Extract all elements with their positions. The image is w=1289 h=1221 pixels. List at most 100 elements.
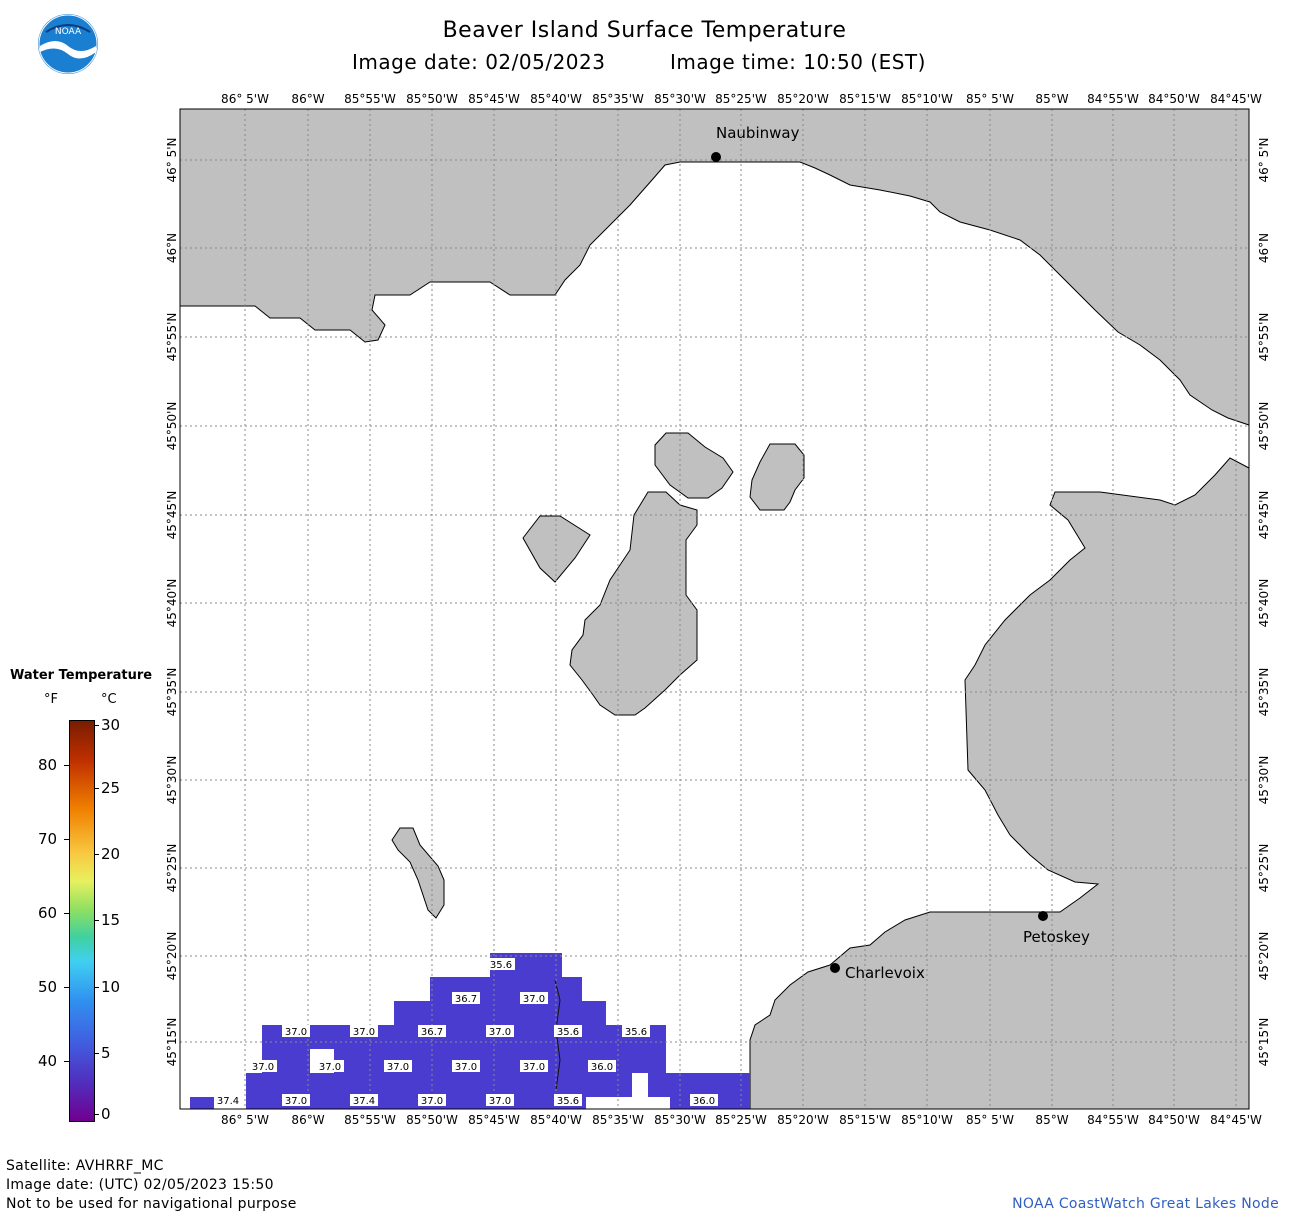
longitude-label: 85°55'W [344,1113,396,1127]
longitude-label: 86°W [291,92,325,106]
longitude-label: 85°50'W [406,92,458,106]
image-time: Image time: 10:50 (EST) [670,50,926,74]
charlevoix-label: Charlevoix [845,964,925,982]
longitude-label: 85°50'W [406,1113,458,1127]
temperature-label: 37.0 [316,1060,344,1073]
longitude-label: 85°30'W [654,92,706,106]
longitude-label: 85°30'W [654,1113,706,1127]
temperature-label: 37.4 [214,1094,242,1107]
svg-text:37.0: 37.0 [523,1062,545,1073]
latitude-label: 45°15'N [165,1017,179,1067]
latitude-label: 45°35'N [165,667,179,717]
svg-text:37.0: 37.0 [252,1062,274,1073]
temperature-label: 37.0 [384,1060,412,1073]
longitude-label: 85°15'W [839,1113,891,1127]
longitude-label: 86° 5'W [221,1113,269,1127]
longitude-label: 86° 5'W [221,92,269,106]
longitude-label: 84°55'W [1087,1113,1139,1127]
longitude-label: 85°20'W [777,92,829,106]
latitude-label: 45°40'N [165,578,179,628]
longitude-label: 85°35'W [592,1113,644,1127]
legend-title: Water Temperature [10,668,153,683]
temperature-label: 37.4 [350,1094,378,1107]
legend-c-tick: 25 [101,779,121,797]
graticule [180,109,1249,1109]
legend-unit-f: °F [44,692,58,707]
petoskey-marker [1038,911,1048,921]
longitude-label: 85°25'W [715,1113,767,1127]
footer-satellite: Satellite: AVHRRF_MC [6,1158,164,1174]
temperature-label: 36.7 [418,1025,446,1038]
temperature-label: 37.0 [282,1025,310,1038]
temperature-label: 37.0 [486,1094,514,1107]
latitude-label: 46° 5'N [1257,137,1271,183]
svg-text:37.4: 37.4 [217,1096,239,1107]
svg-text:37.0: 37.0 [353,1027,375,1038]
temperature-label: 35.6 [487,958,515,971]
latitude-label: 45°30'N [165,755,179,805]
longitude-label: 85°10'W [901,1113,953,1127]
temperature-label: 37.0 [452,1060,480,1073]
image-date: Image date: 02/05/2023 [352,50,606,74]
temperature-label: 37.0 [249,1060,277,1073]
footer-credit[interactable]: NOAA CoastWatch Great Lakes Node [1012,1196,1279,1212]
longitude-label: 85°45'W [468,1113,520,1127]
longitude-label: 85°25'W [715,92,767,106]
latitude-label: 45°30'N [1257,755,1271,805]
svg-text:37.0: 37.0 [319,1062,341,1073]
svg-text:37.0: 37.0 [421,1096,443,1107]
svg-text:37.0: 37.0 [387,1062,409,1073]
svg-text:37.0: 37.0 [523,994,545,1005]
page-title: Beaver Island Surface Temperature [442,18,847,43]
temperature-label: 36.0 [690,1094,718,1107]
latitude-label: 45°45'N [1257,490,1271,540]
longitude-label: 84°45'W [1210,1113,1262,1127]
svg-text:35.6: 35.6 [557,1027,579,1038]
latitude-label: 45°15'N [1257,1017,1271,1067]
beaver-island [569,491,698,716]
temperature-label: 37.0 [520,992,548,1005]
svg-text:37.0: 37.0 [489,1027,511,1038]
longitude-label: 85°15'W [839,92,891,106]
legend-colorbar [69,720,95,1122]
latitude-label: 45°25'N [165,843,179,893]
temperature-label: 37.0 [350,1025,378,1038]
latitude-label: 45°20'N [165,931,179,981]
longitude-label: 85° 5'W [966,1113,1014,1127]
legend-f-tick: 80 [38,756,58,774]
temperature-label: 35.6 [554,1094,582,1107]
svg-text:35.6: 35.6 [490,960,512,971]
longitude-label: 85°W [1035,1113,1069,1127]
land-upper-peninsula [179,108,1250,426]
naubinway-marker [711,152,721,162]
legend-c-tick: 5 [101,1044,111,1062]
latitude-label: 45°55'N [1257,312,1271,362]
garden-island [654,432,734,499]
hog-island [749,443,805,511]
gull-island [391,827,445,919]
legend-c-tick: 15 [101,911,121,929]
svg-text:37.0: 37.0 [285,1027,307,1038]
temperature-labels: 35.6 36.7 37.0 37.0 37.0 36.7 37.0 35.6 35.6 37.0… [214,958,718,1107]
longitude-label: 86°W [291,1113,325,1127]
noaa-logo: NOAA [36,12,100,76]
temperature-label: 36.0 [588,1060,616,1073]
svg-text:37.0: 37.0 [489,1096,511,1107]
svg-text:36.0: 36.0 [693,1096,715,1107]
latitude-label: 46°N [1257,232,1271,264]
legend-c-tick: 0 [101,1105,111,1123]
naubinway-label: Naubinway [716,124,800,142]
legend-c-tick: 10 [101,978,121,996]
latitude-label: 45°40'N [1257,578,1271,628]
latitude-label: 45°20'N [1257,931,1271,981]
legend-f-tick: 50 [38,978,58,996]
latitude-label: 46°N [165,232,179,264]
longitude-label: 85°40'W [530,1113,582,1127]
temperature-label: 37.0 [418,1094,446,1107]
logo-text: NOAA [55,27,82,37]
longitude-label: 85° 5'W [966,92,1014,106]
latitude-label: 45°50'N [165,401,179,451]
longitude-label: 84°55'W [1087,92,1139,106]
latitude-label: 45°35'N [1257,667,1271,717]
